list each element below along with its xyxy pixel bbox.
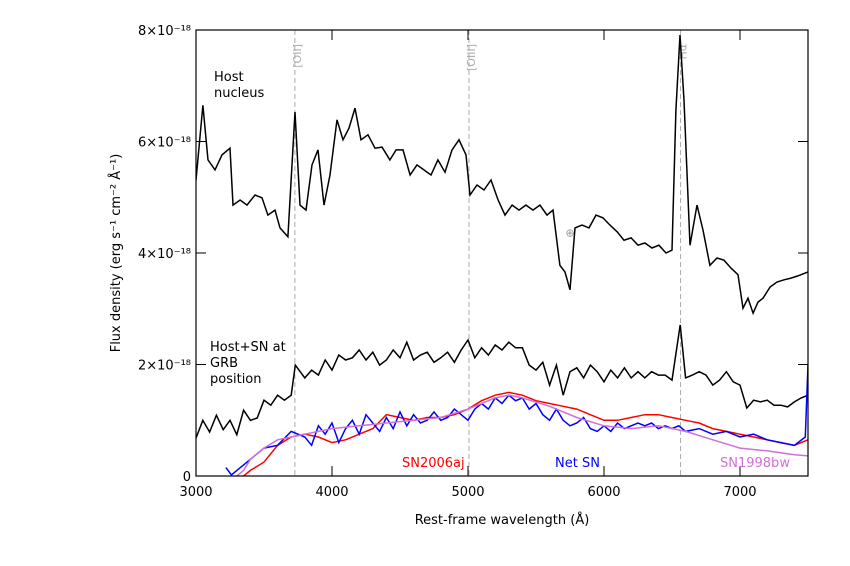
x-tick-label: 3000 xyxy=(179,485,212,500)
y-axis-label: Flux density (erg s⁻¹ cm⁻² Å⁻¹) xyxy=(108,154,124,353)
y-tick-label: 4×10⁻¹⁸ xyxy=(138,247,191,262)
series-label: Net SN xyxy=(555,456,600,471)
y-tick-label: 6×10⁻¹⁸ xyxy=(138,136,191,151)
y-tick-label: 2×10⁻¹⁸ xyxy=(138,359,191,374)
x-tick-label: 5000 xyxy=(451,485,484,500)
x-axis-label: Rest-frame wavelength (Å) xyxy=(415,512,590,528)
series-line xyxy=(243,391,808,476)
x-tick-label: 6000 xyxy=(587,485,620,500)
emission-line-label: [OIII] xyxy=(465,44,478,71)
series-label: SN1998bw xyxy=(720,456,790,471)
emission-line-label: [OII] xyxy=(291,44,304,68)
x-tick-label: 7000 xyxy=(723,485,756,500)
series-label: SN2006aj xyxy=(402,456,465,471)
series-line xyxy=(196,34,808,316)
annotation: ⊕ xyxy=(565,226,574,239)
series-line xyxy=(196,324,808,439)
series-label: Host nucleus xyxy=(214,70,265,101)
y-tick-label: 0 xyxy=(183,470,191,485)
series-label: Host+SN at GRB position xyxy=(210,340,286,387)
series-line xyxy=(236,394,808,476)
x-tick-label: 4000 xyxy=(315,485,348,500)
y-tick-label: 8×10⁻¹⁸ xyxy=(138,24,191,39)
